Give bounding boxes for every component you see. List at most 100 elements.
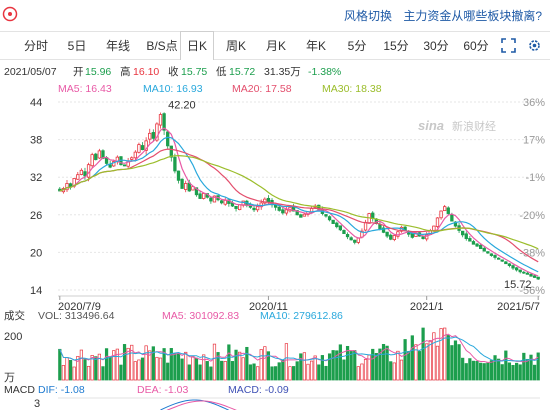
tab-yearly-k[interactable]: 年K [305,39,326,53]
candle-body [158,114,163,126]
tab-year-line[interactable]: 年线 [105,39,130,53]
volume-bar [468,358,472,381]
watermark: 新浪财经 [452,119,496,133]
volume-bar [439,328,443,381]
candle-body [489,253,494,256]
news-link[interactable]: 主力资金从哪些板块撤离? [403,9,542,23]
volume-bars [58,327,540,381]
high-annotation: 42.20 [168,99,196,111]
style-switch-link[interactable]: 风格切换 [343,9,392,23]
volume-bar [284,343,289,381]
candle-body [223,199,227,205]
volume-bar [230,361,235,381]
volume-bar [511,364,515,381]
volume-bar [414,344,418,381]
volume-bar [162,348,166,381]
candle-body [327,216,332,221]
tab-weekly-k[interactable]: 周K [225,39,246,53]
volume-bar [482,363,486,381]
tab-monthly-k[interactable]: 月K [265,39,286,53]
volume-bar [536,352,540,381]
volume-bar [166,362,170,381]
tab-30min[interactable]: 30分 [423,39,449,53]
candle-body [522,271,526,274]
tab-intraday[interactable]: 分时 [23,39,48,53]
candle-body [173,156,177,172]
candle-body [363,221,368,231]
ohlc-close-label: 收 [168,65,179,78]
candle-body [198,193,202,199]
candle-body [464,233,468,240]
volume-bar [435,345,440,381]
candle-body [439,210,443,219]
volume-bar [198,364,202,381]
candle-body [184,183,188,190]
candle-body [176,170,181,181]
volume-bar [274,366,278,381]
volume-bar [331,350,335,381]
date-axis: 2020/7/9 2020/11 2021/1 2021/5/7 [58,296,540,313]
tab-bs-points[interactable]: B/S点 [146,39,178,53]
price-tick-label: 26 [30,210,42,222]
volume-bar [428,340,432,381]
volume-bar [291,366,296,381]
volume-bar [281,359,285,381]
volume-bar [209,366,213,381]
candle-body [529,273,533,277]
volume-bar [421,327,425,381]
volume-bar [112,350,116,381]
candle-body [471,241,476,245]
kline-chart[interactable]: 2021/05/07 开 15.96 高 16.10 收 15.75 低 15.… [0,62,550,410]
volume-bar [479,362,483,381]
candle-body [299,214,303,218]
candle-body [83,171,87,177]
candle-body [151,132,155,139]
candle-body [450,214,454,222]
candle-body [478,244,483,250]
dif-line [160,399,230,410]
candle-body [461,230,465,236]
volume-bar [180,358,184,381]
candle-body [108,164,112,168]
candle-body [385,231,389,237]
candle-body [331,219,335,224]
percent-tick-label: 36% [523,97,545,109]
candle-body [76,174,80,180]
tab-daily-k[interactable]: 日K [180,31,214,60]
candle-body [252,207,256,211]
vol-axis-unit: 万 [4,372,15,384]
candle-body [148,132,152,140]
tab-5day[interactable]: 5日 [67,39,87,53]
volume-bar [220,360,224,381]
tab-15min[interactable]: 15分 [383,39,409,53]
candle-body [255,206,260,211]
volume-bar [327,353,332,381]
candle-body [532,275,537,278]
volume-bar [259,349,263,381]
volume-bar [507,362,512,381]
candle-body [133,151,137,159]
tab-5min[interactable]: 5分 [347,39,367,53]
candle-body [514,267,519,271]
top-links: 风格切换 主力资金从哪些板块撤离? [336,7,542,24]
ohlc-high-label: 高 [120,65,131,78]
volume-bar [338,344,342,381]
ohlc-low-label: 低 [216,65,227,78]
fullscreen-icon[interactable] [501,38,516,53]
ohlc-change: -1.38% [308,66,341,78]
tab-60min[interactable]: 60分 [463,39,489,53]
candle-body [90,154,94,167]
volume-bar [151,346,155,381]
macd-panel [58,397,540,410]
candle-body [263,198,267,204]
settings-menu-icon[interactable] [2,6,18,22]
gear-icon[interactable] [527,38,542,53]
ma10-line [59,136,539,273]
candle-body [410,233,414,238]
volume-bar [191,356,195,381]
candle-body [324,214,328,217]
candle-body [342,230,346,235]
volume-bar [137,359,141,381]
top-bar: 风格切换 主力资金从哪些板块撤离? [0,0,550,30]
candle-body [511,265,515,269]
